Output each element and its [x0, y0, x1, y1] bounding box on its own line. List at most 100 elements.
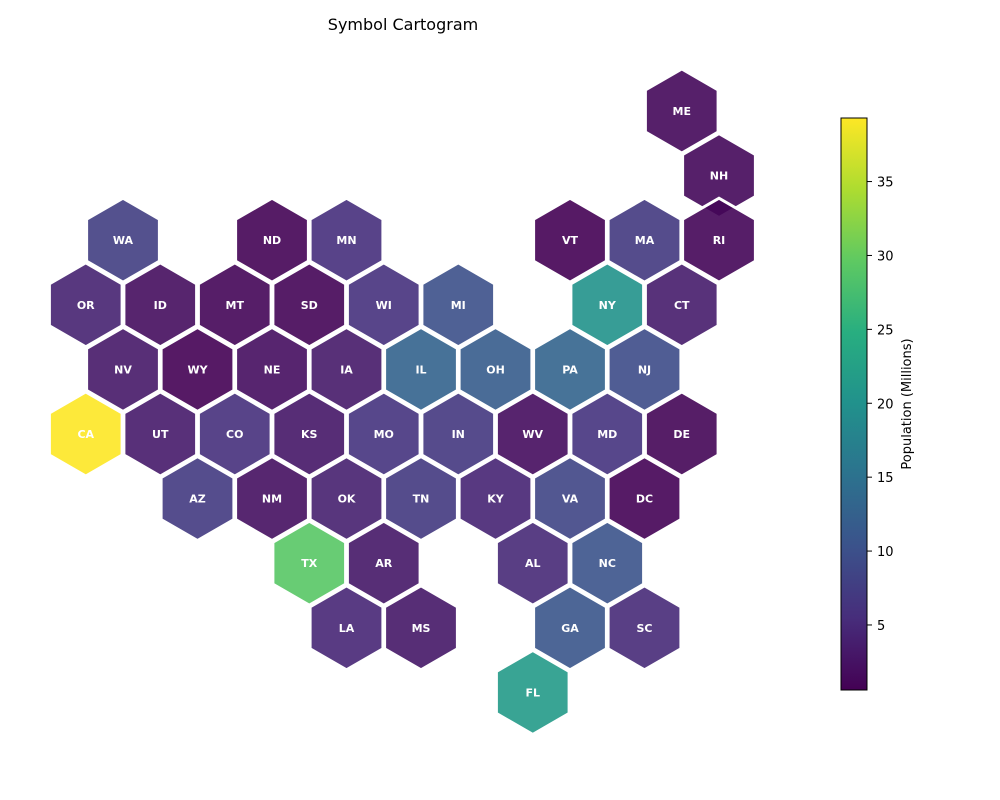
- state-label: MA: [635, 234, 655, 247]
- hex-shape: [47, 261, 124, 349]
- state-label: NC: [599, 557, 616, 570]
- state-hex-fl: FL: [494, 648, 571, 737]
- state-label: IA: [340, 363, 353, 376]
- hex-shape: [681, 131, 757, 220]
- state-label: FL: [525, 686, 540, 699]
- state-hex-mo: MO: [345, 390, 422, 478]
- state-label: MI: [451, 299, 466, 312]
- state-hex-ga: GA: [532, 584, 608, 672]
- state-label: PA: [562, 363, 578, 376]
- hex-shape: [85, 325, 161, 414]
- state-label: ND: [263, 234, 281, 247]
- state-label: DC: [636, 493, 653, 506]
- state-label: IN: [452, 428, 465, 441]
- state-hex-nj: NJ: [606, 325, 683, 414]
- state-label: ID: [154, 299, 167, 312]
- hex-shape: [383, 454, 459, 543]
- hex-shape: [606, 325, 683, 414]
- state-hex-nm: NM: [234, 454, 310, 543]
- state-hex-ky: KY: [457, 454, 534, 543]
- state-label: KS: [301, 428, 318, 441]
- state-hex-az: AZ: [159, 454, 236, 543]
- state-hex-al: AL: [494, 519, 571, 607]
- hex-shape: [494, 519, 571, 607]
- state-hex-ia: IA: [308, 325, 385, 414]
- state-label: CA: [77, 428, 94, 441]
- state-label: AL: [525, 557, 541, 570]
- state-hex-sd: SD: [271, 261, 348, 349]
- colorbar-tick-label: 15: [877, 471, 894, 486]
- state-label: NM: [262, 493, 282, 506]
- hex-shape: [308, 454, 385, 543]
- hex-shape: [532, 325, 608, 414]
- hex-shape: [457, 454, 534, 543]
- hex-shape: [308, 584, 385, 672]
- hex-shape: [606, 454, 683, 543]
- hex-shape: [420, 390, 497, 478]
- state-label: AZ: [189, 493, 206, 506]
- state-hex-or: OR: [47, 261, 124, 349]
- state-hex-wv: WV: [494, 390, 571, 478]
- colorbar-ticks: 5 10 15 20 25 30 35: [867, 176, 894, 634]
- state-hex-md: MD: [569, 390, 646, 478]
- hex-shape: [122, 261, 199, 349]
- hex-shape: [457, 325, 534, 414]
- state-hex-wa: WA: [85, 196, 161, 284]
- state-label: RI: [713, 234, 726, 247]
- state-label: AR: [375, 557, 393, 570]
- hex-shape: [569, 261, 646, 349]
- state-label: NE: [264, 363, 281, 376]
- hex-shape: [569, 519, 646, 607]
- state-label: MN: [336, 234, 356, 247]
- hex-shape: [569, 390, 646, 478]
- state-label: MO: [374, 428, 394, 441]
- state-label: MT: [226, 299, 245, 312]
- hex-shape: [345, 261, 422, 349]
- state-label: WV: [522, 428, 543, 441]
- state-hex-va: VA: [532, 454, 608, 543]
- hex-shape: [606, 196, 683, 284]
- state-hex-co: CO: [196, 390, 273, 478]
- state-hex-ma: MA: [606, 196, 683, 284]
- state-hex-pa: PA: [532, 325, 608, 414]
- state-label: OR: [77, 299, 95, 312]
- state-label: MD: [597, 428, 617, 441]
- state-hex-mi: MI: [420, 261, 497, 349]
- state-label: CO: [226, 428, 243, 441]
- state-label: MS: [412, 622, 431, 635]
- state-label: VT: [562, 234, 579, 247]
- hex-shape: [345, 519, 422, 607]
- state-hex-ca: CA: [47, 390, 124, 478]
- state-hex-wy: WY: [159, 325, 236, 414]
- hex-shape: [85, 196, 161, 284]
- state-hex-ny: NY: [569, 261, 646, 349]
- colorbar-tick-label: 35: [877, 176, 894, 191]
- hex-shape: [643, 67, 720, 155]
- state-hex-mt: MT: [196, 261, 273, 349]
- hex-shape: [532, 196, 608, 284]
- hex-shape: [681, 196, 757, 284]
- state-hex-tn: TN: [383, 454, 459, 543]
- state-label: ME: [673, 105, 691, 118]
- colorbar: 5 10 15 20 25 30 35 Population (Millions): [840, 117, 915, 691]
- state-hex-la: LA: [308, 584, 385, 672]
- hex-shape: [159, 325, 236, 414]
- colorbar-gradient: [840, 117, 868, 691]
- hex-shape: [643, 390, 720, 478]
- hex-shape: [532, 584, 608, 672]
- state-label: NH: [710, 170, 728, 183]
- state-label: NV: [114, 363, 132, 376]
- colorbar-tick-label: 5: [877, 619, 885, 634]
- state-hex-ks: KS: [271, 390, 348, 478]
- state-label: VA: [562, 493, 579, 506]
- hex-shape: [271, 261, 348, 349]
- state-label: IL: [415, 363, 426, 376]
- hex-shape: [196, 261, 273, 349]
- state-label: TX: [301, 557, 318, 570]
- chart-title: Symbol Cartogram: [328, 15, 478, 34]
- state-hex-ar: AR: [345, 519, 422, 607]
- hex-shape: [420, 261, 497, 349]
- state-label: WY: [187, 363, 208, 376]
- hex-shape: [271, 519, 348, 607]
- state-hex-sc: SC: [606, 584, 683, 672]
